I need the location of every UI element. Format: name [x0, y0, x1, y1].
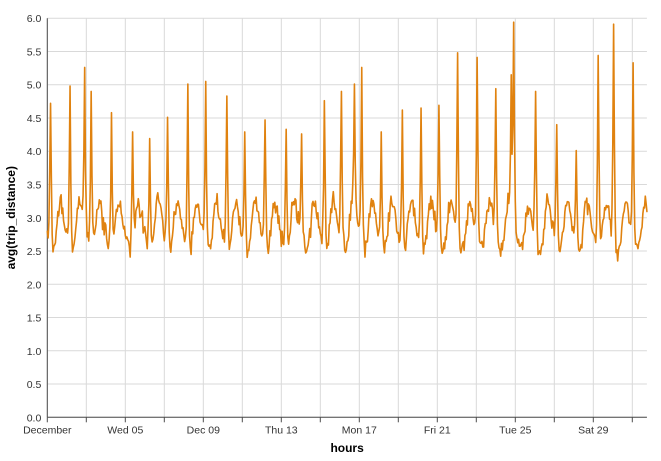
svg-text:hours: hours [330, 441, 364, 455]
svg-text:Sat 29: Sat 29 [578, 424, 609, 436]
svg-text:5.0: 5.0 [27, 80, 42, 92]
svg-text:Thu 13: Thu 13 [265, 424, 298, 436]
svg-text:4.5: 4.5 [27, 113, 42, 125]
svg-text:5.5: 5.5 [27, 46, 42, 58]
svg-text:0.0: 0.0 [27, 412, 42, 424]
svg-text:4.0: 4.0 [27, 146, 42, 158]
svg-text:December: December [23, 424, 72, 436]
svg-text:0.5: 0.5 [27, 379, 42, 391]
svg-text:Dec 09: Dec 09 [187, 424, 220, 436]
svg-text:1.5: 1.5 [27, 313, 42, 325]
svg-text:1.0: 1.0 [27, 346, 42, 358]
svg-text:2.0: 2.0 [27, 279, 42, 291]
svg-text:2.5: 2.5 [27, 246, 42, 258]
svg-text:3.5: 3.5 [27, 179, 42, 191]
svg-text:3.0: 3.0 [27, 213, 42, 225]
svg-text:Wed 05: Wed 05 [107, 424, 143, 436]
svg-text:Tue 25: Tue 25 [499, 424, 531, 436]
svg-text:Mon 17: Mon 17 [342, 424, 377, 436]
svg-text:Fri 21: Fri 21 [424, 424, 451, 436]
svg-text:avg(trip_distance): avg(trip_distance) [4, 166, 18, 269]
svg-text:6.0: 6.0 [27, 13, 42, 25]
